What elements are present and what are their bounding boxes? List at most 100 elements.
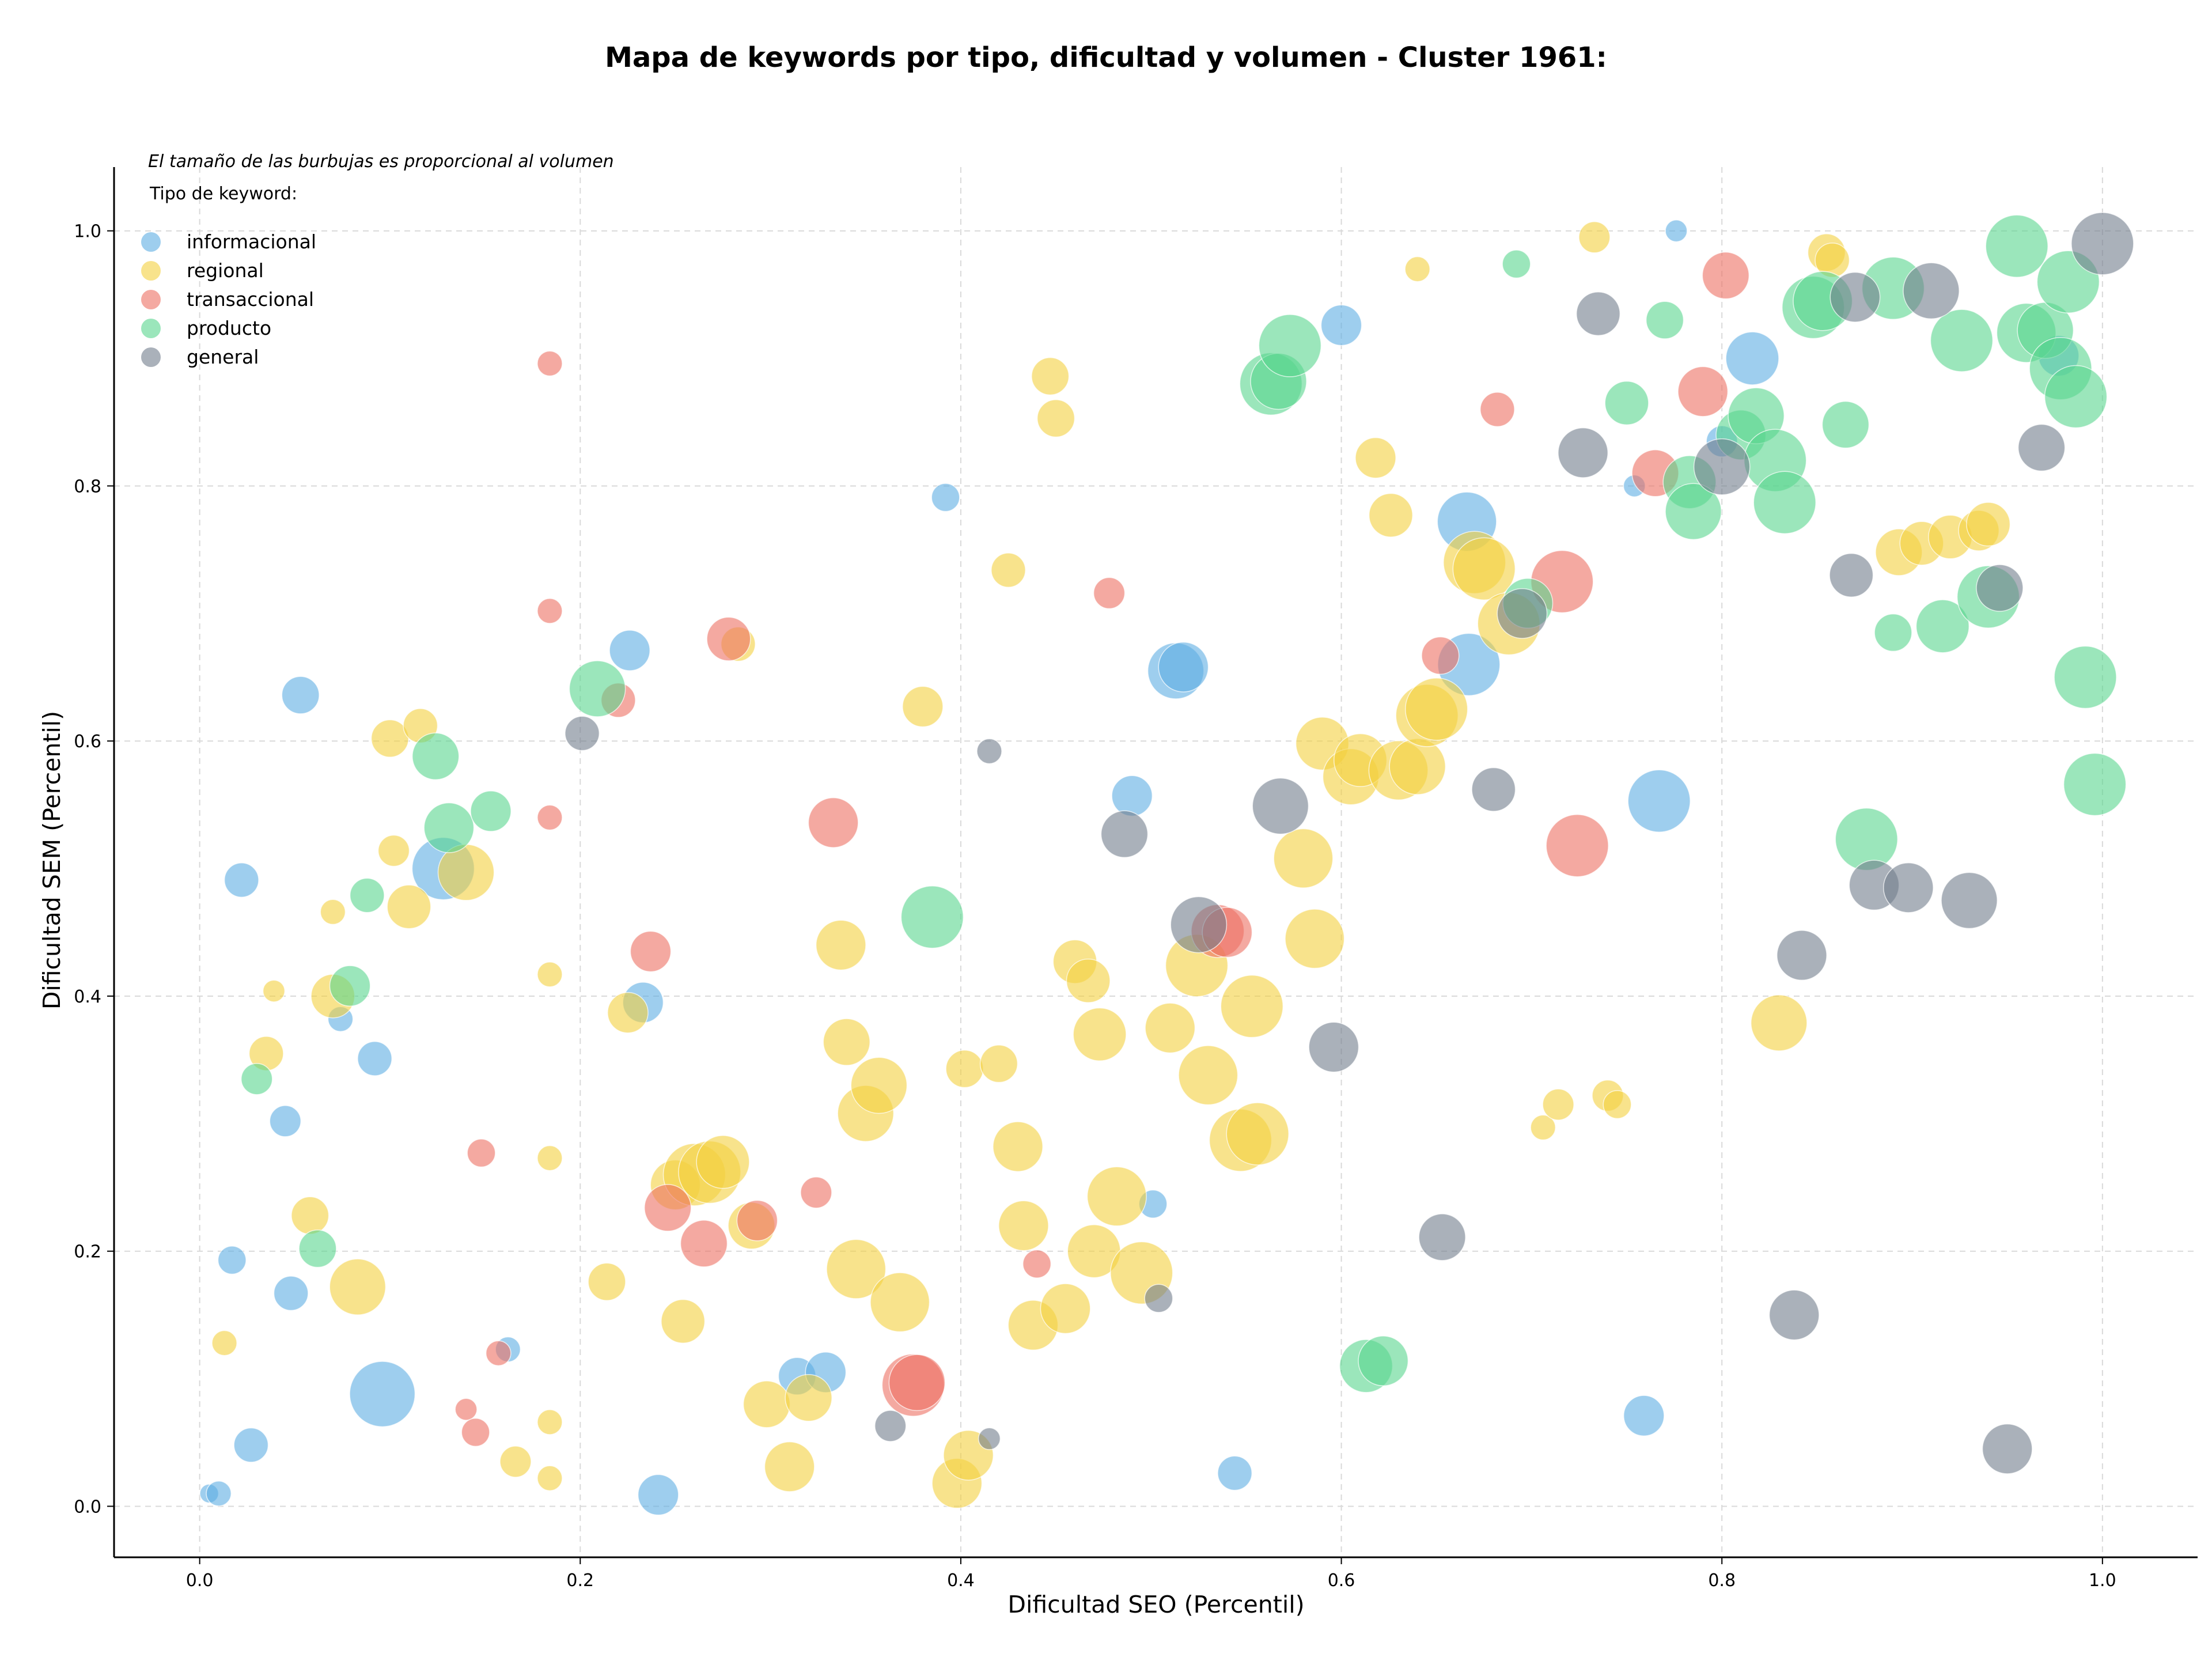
bubble-general [1575, 292, 1621, 336]
bubble-producto [2063, 752, 2127, 816]
bubble-regional [329, 1258, 387, 1316]
bubble-informacional [1111, 775, 1153, 817]
bubble-regional [537, 961, 563, 987]
bubble-general [1558, 427, 1609, 478]
bubble-general [1100, 810, 1149, 858]
bubble-general [1144, 1284, 1173, 1313]
bubble-general [1941, 872, 1998, 929]
y-tick-label: 0.2 [74, 1242, 101, 1262]
bubble-regional [1086, 1166, 1147, 1227]
bubble-regional [998, 1200, 1049, 1251]
bubble-producto [349, 877, 385, 913]
legend-marker-regional [141, 261, 161, 281]
bubble-layer [199, 212, 2134, 1516]
y-tick-label: 0.8 [74, 476, 101, 497]
bubble-regional [945, 1049, 984, 1088]
bubble-general [1776, 930, 1827, 981]
legend-marker-transaccional [141, 290, 161, 309]
bubble-general [1768, 1289, 1820, 1341]
bubble-producto [329, 965, 371, 1007]
bubble-regional [1226, 1102, 1289, 1166]
y-axis-label: Dificultad SEM (Percentil) [38, 711, 66, 1009]
x-tick-label: 0.4 [947, 1571, 975, 1591]
legend-marker-informacional [141, 232, 161, 252]
bubble-producto [411, 732, 460, 781]
bubble-regional [1750, 994, 1808, 1051]
bubble-general [1418, 1213, 1466, 1261]
series-general [565, 212, 2134, 1474]
bubble-informacional [281, 676, 320, 714]
bubble-regional [1355, 437, 1396, 479]
bubble-informacional [1665, 220, 1688, 243]
legend-title: Tipo de keyword: [149, 184, 297, 204]
bubble-regional [826, 1239, 887, 1299]
bubble-producto [1985, 214, 2048, 278]
bubble-regional [1040, 1283, 1091, 1334]
bubble-transaccional [888, 1354, 946, 1412]
bubble-regional [499, 1446, 532, 1478]
bubble-regional [870, 1272, 930, 1333]
legend: informacional regional transaccional produc… [141, 230, 316, 368]
bubble-general [1308, 1021, 1359, 1073]
bubble-regional [661, 1299, 706, 1344]
bubble-transaccional [537, 598, 563, 624]
x-tick-label: 0.8 [1708, 1571, 1736, 1591]
bubble-regional [387, 884, 431, 929]
bubble-informacional [931, 483, 960, 512]
bubble-general [2071, 212, 2134, 275]
bubble-producto [1915, 599, 1970, 653]
bubble-producto [423, 802, 475, 853]
bubble-regional [1145, 1002, 1196, 1054]
bubble-regional [291, 1196, 329, 1235]
bubble-regional [1178, 1045, 1238, 1106]
x-tick-label: 0.0 [186, 1571, 214, 1591]
x-axis-label: Dificultad SEO (Percentil) [1007, 1591, 1304, 1618]
bubble-general [2017, 423, 2066, 472]
legend-label-producto: producto [187, 317, 271, 339]
bubble-producto [1753, 471, 1816, 534]
bubble-informacional [1623, 1395, 1665, 1437]
bubble-transaccional [1677, 366, 1729, 417]
y-tick-label: 1.0 [74, 222, 101, 242]
bubble-transaccional [1479, 392, 1515, 427]
bubble-regional [1578, 221, 1611, 253]
bubble-regional [588, 1262, 626, 1301]
bubble-producto [1645, 301, 1684, 339]
bubble-regional [1285, 909, 1345, 969]
bubble-regional [1389, 738, 1446, 795]
bubble-size-note: El tamaño de las burbujas es proporciona… [148, 152, 614, 172]
x-tick-label: 0.6 [1328, 1571, 1355, 1591]
bubble-regional [991, 553, 1026, 588]
bubble-transaccional [808, 797, 859, 848]
bubble-regional [1066, 958, 1111, 1003]
y-tick-label: 0.4 [74, 987, 101, 1007]
bubble-regional [211, 1330, 237, 1356]
bubble-general [978, 1427, 1001, 1450]
bubble-transaccional [800, 1176, 832, 1209]
bubble-informacional [609, 630, 651, 671]
bubble-producto [569, 660, 626, 717]
bubble-general [1976, 564, 2024, 612]
bubble-general [1883, 862, 1934, 913]
bubble-informacional [1627, 769, 1691, 833]
bubble-regional [1530, 1114, 1556, 1141]
bubble-regional [377, 834, 410, 867]
bubble-regional [1404, 678, 1468, 741]
bubble-general [1471, 767, 1516, 812]
bubble-regional [696, 1135, 750, 1189]
bubble-general [1903, 262, 1960, 320]
bubble-transaccional [454, 1398, 478, 1421]
bubble-general [1829, 553, 1874, 597]
bubble-informacional [1725, 331, 1779, 385]
legend-label-transaccional: transaccional [187, 288, 314, 311]
bubble-regional [1031, 357, 1070, 396]
bubble-regional [320, 899, 346, 925]
axes: 0.0 0.2 0.4 0.6 0.8 1.0 0.0 0.2 0.4 0.6 0.8 1.0 [74, 167, 2198, 1591]
x-tick-label: 1.0 [2089, 1571, 2116, 1591]
bubble-regional [850, 1057, 908, 1114]
bubble-general [1170, 896, 1228, 954]
legend-marker-general [141, 347, 161, 367]
bubble-regional [537, 1465, 563, 1492]
bubble-transaccional [537, 804, 563, 831]
